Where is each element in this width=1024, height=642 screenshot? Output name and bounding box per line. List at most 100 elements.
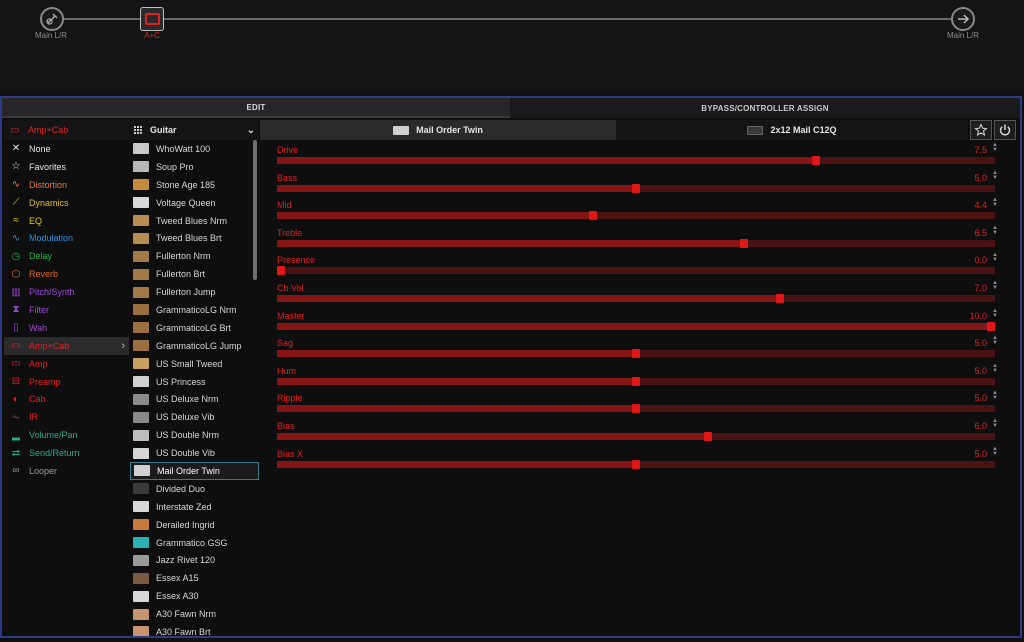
- model-item-derailed-ingrid[interactable]: Derailed Ingrid: [130, 516, 259, 534]
- model-item-jazz-rivet-120[interactable]: Jazz Rivet 120: [130, 551, 259, 569]
- param-value[interactable]: 7.5: [974, 145, 987, 155]
- model-item-us-double-vib[interactable]: US Double Vib: [130, 444, 259, 462]
- param-slider[interactable]: [277, 156, 995, 165]
- param-slider[interactable]: [277, 321, 995, 331]
- param-stepper-icon[interactable]: ▲ ▼: [992, 307, 998, 319]
- param-stepper-icon[interactable]: ▲ ▼: [992, 252, 998, 264]
- param-slider-thumb[interactable]: [632, 183, 640, 193]
- param-stepper-icon[interactable]: ▲ ▼: [992, 445, 998, 457]
- category-item-amp[interactable]: ▭ Amp: [4, 355, 129, 373]
- param-slider[interactable]: [277, 238, 995, 248]
- category-item-reverb[interactable]: ⬡ Reverb: [4, 265, 129, 283]
- category-item-modulation[interactable]: ∿ Modulation: [4, 229, 129, 247]
- model-item-fullerton-brt[interactable]: Fullerton Brt: [130, 265, 259, 283]
- param-value[interactable]: 5.0: [974, 365, 987, 376]
- param-slider[interactable]: [277, 376, 995, 386]
- param-stepper-icon[interactable]: ▲ ▼: [992, 142, 998, 153]
- param-slider-thumb[interactable]: [703, 431, 712, 441]
- param-value[interactable]: 7.0: [974, 282, 987, 293]
- param-slider-thumb[interactable]: [588, 211, 597, 221]
- model-item-stone-age-185[interactable]: Stone Age 185: [130, 176, 259, 194]
- param-slider[interactable]: [277, 349, 995, 359]
- param-slider[interactable]: [277, 183, 995, 193]
- model-item-divided-duo[interactable]: Divided Duo: [130, 480, 259, 498]
- amp-cab-block[interactable]: [140, 7, 164, 31]
- model-item-essex-a30[interactable]: Essex A30: [130, 587, 259, 605]
- model-item-us-princess[interactable]: US Princess: [130, 373, 259, 391]
- param-slider-thumb[interactable]: [277, 266, 285, 276]
- param-slider[interactable]: [277, 431, 995, 441]
- model-item-us-small-tweed[interactable]: US Small Tweed: [130, 355, 259, 373]
- model-item-mail-order-twin[interactable]: Mail Order Twin: [130, 462, 259, 480]
- category-item-none[interactable]: ✕ None: [4, 140, 129, 158]
- category-item-dynamics[interactable]: ⟋ Dynamics: [4, 194, 129, 212]
- tab-amp-model[interactable]: Mail Order Twin: [260, 120, 616, 140]
- model-item-grammaticolg-nrm[interactable]: GrammaticoLG Nrm: [130, 301, 259, 319]
- model-item-grammaticolg-jump[interactable]: GrammaticoLG Jump: [130, 337, 259, 355]
- tab-bypass-controller-assign[interactable]: BYPASS/CONTROLLER ASSIGN: [510, 98, 1020, 118]
- category-item-favorites[interactable]: ☆ Favorites: [4, 158, 129, 176]
- param-slider-thumb[interactable]: [987, 321, 995, 331]
- param-slider[interactable]: [277, 211, 995, 221]
- param-slider-thumb[interactable]: [632, 459, 640, 469]
- power-button[interactable]: [994, 120, 1016, 140]
- category-header[interactable]: ▭ Amp+Cab: [4, 120, 129, 140]
- favorite-button[interactable]: [970, 120, 992, 140]
- model-item-fullerton-jump[interactable]: Fullerton Jump: [130, 283, 259, 301]
- category-item-amp-cab[interactable]: ▭ Amp+Cab ›: [4, 336, 129, 355]
- model-item-grammaticolg-brt[interactable]: GrammaticoLG Brt: [130, 319, 259, 337]
- category-item-preamp[interactable]: ⊟ Preamp: [4, 373, 129, 391]
- param-value[interactable]: 5.0: [974, 448, 987, 459]
- model-type-dropdown[interactable]: Guitar ⌄: [130, 120, 259, 140]
- model-item-us-deluxe-nrm[interactable]: US Deluxe Nrm: [130, 390, 259, 408]
- param-stepper-icon[interactable]: ▲ ▼: [992, 279, 998, 291]
- param-slider-thumb[interactable]: [739, 238, 748, 248]
- param-slider-thumb[interactable]: [811, 156, 820, 165]
- model-item-essex-a15[interactable]: Essex A15: [130, 569, 259, 587]
- model-item-us-double-nrm[interactable]: US Double Nrm: [130, 426, 259, 444]
- param-stepper-icon[interactable]: ▲ ▼: [992, 224, 998, 236]
- param-value[interactable]: 6.0: [974, 420, 987, 431]
- param-value[interactable]: 5.0: [974, 172, 987, 183]
- model-list-scrollbar[interactable]: [253, 140, 257, 280]
- category-item-delay[interactable]: ◷ Delay: [4, 247, 129, 265]
- param-slider-thumb[interactable]: [632, 349, 640, 359]
- category-item-eq[interactable]: ≈ EQ: [4, 212, 129, 230]
- category-item-send-return[interactable]: ⇄ Send/Return: [4, 444, 129, 462]
- model-item-a30-fawn-nrm[interactable]: A30 Fawn Nrm: [130, 605, 259, 623]
- param-stepper-icon[interactable]: ▲ ▼: [992, 362, 998, 374]
- model-item-us-deluxe-vib[interactable]: US Deluxe Vib: [130, 408, 259, 426]
- param-stepper-icon[interactable]: ▲ ▼: [992, 197, 998, 209]
- model-item-interstate-zed[interactable]: Interstate Zed: [130, 498, 259, 516]
- param-value[interactable]: 0.0: [974, 255, 987, 266]
- param-slider[interactable]: [277, 404, 995, 414]
- param-value[interactable]: 5.0: [974, 393, 987, 404]
- tab-cab-model[interactable]: 2x12 Mail C12Q: [616, 120, 968, 140]
- input-node[interactable]: [40, 7, 64, 31]
- param-stepper-icon[interactable]: ▲ ▼: [992, 169, 998, 181]
- param-stepper-icon[interactable]: ▲ ▼: [992, 390, 998, 402]
- param-value[interactable]: 10.0: [969, 310, 987, 321]
- param-value[interactable]: 5.0: [974, 338, 987, 349]
- param-stepper-icon[interactable]: ▲ ▼: [992, 417, 998, 429]
- param-value[interactable]: 6.5: [974, 227, 987, 238]
- model-item-tweed-blues-nrm[interactable]: Tweed Blues Nrm: [130, 212, 259, 230]
- param-slider[interactable]: [277, 459, 995, 469]
- model-item-tweed-blues-brt[interactable]: Tweed Blues Brt: [130, 229, 259, 247]
- category-item-ir[interactable]: ⏦ IR: [4, 408, 129, 426]
- param-stepper-icon[interactable]: ▲ ▼: [992, 335, 998, 347]
- param-slider[interactable]: [277, 266, 995, 276]
- category-item-filter[interactable]: ⧗ Filter: [4, 301, 129, 319]
- param-slider[interactable]: [277, 293, 995, 303]
- param-slider-thumb[interactable]: [632, 404, 640, 414]
- category-item-pitch-synth[interactable]: ▥ Pitch/Synth: [4, 283, 129, 301]
- model-item-voltage-queen[interactable]: Voltage Queen: [130, 194, 259, 212]
- category-item-wah[interactable]: ▯ Wah: [4, 319, 129, 337]
- category-item-cab[interactable]: ◐ Cab: [4, 390, 129, 408]
- category-item-volume-pan[interactable]: ▂ Volume/Pan: [4, 426, 129, 444]
- model-item-fullerton-nrm[interactable]: Fullerton Nrm: [130, 247, 259, 265]
- category-item-looper[interactable]: ∞ Looper: [4, 462, 129, 480]
- output-node[interactable]: [951, 7, 975, 31]
- model-item-a30-fawn-brt[interactable]: A30 Fawn Brt: [130, 623, 259, 636]
- category-item-distortion[interactable]: ∿ Distortion: [4, 176, 129, 194]
